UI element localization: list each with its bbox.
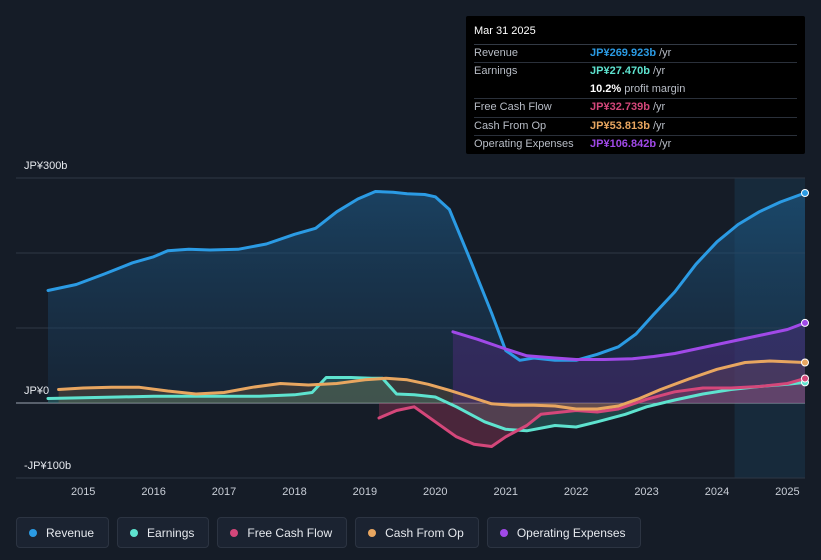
tooltip-label: Operating Expenses <box>474 137 574 150</box>
tooltip-unit: /yr <box>652 101 666 114</box>
tooltip-unit: profit margin <box>624 82 686 95</box>
legend-earnings[interactable]: Earnings <box>117 517 210 548</box>
tooltip-label: Cash From Op <box>474 119 547 132</box>
legend-dot-icon <box>368 528 377 537</box>
cash-from-op-end-point <box>801 358 809 367</box>
legend-dot-icon <box>499 528 508 537</box>
legend-label: Free Cash Flow <box>247 525 333 540</box>
tooltip-date: Mar 31 2025 <box>474 24 797 45</box>
earnings-line <box>46 376 807 433</box>
legend-label: Operating Expenses <box>516 525 626 540</box>
cash-from-op-line <box>57 359 807 411</box>
x-tick-label: 2024 <box>705 486 729 498</box>
tooltip-label <box>474 81 590 98</box>
operating-expenses-area <box>452 322 805 403</box>
x-tick-label: 2015 <box>71 486 95 498</box>
tooltip-row-revenue: Revenue JP¥269.923b /yr <box>474 45 797 64</box>
legend-label: Earnings <box>147 525 195 540</box>
x-tick-label: 2016 <box>141 486 165 498</box>
tooltip-label: Earnings <box>474 65 518 78</box>
revenue-area <box>48 191 805 403</box>
legend-revenue[interactable]: Revenue <box>16 517 110 548</box>
legend-dot-icon <box>230 528 239 537</box>
legend-cash-from-op[interactable]: Cash From Op <box>355 517 479 548</box>
chart-legend: Revenue Earnings Free Cash Flow Cash Fro… <box>16 517 641 548</box>
legend-label: Cash From Op <box>385 525 464 540</box>
tooltip-unit: /yr <box>652 119 666 132</box>
tooltip-value: 10.2% <box>590 82 622 95</box>
tooltip-row-earnings: Earnings JP¥27.470b /yr <box>474 63 797 80</box>
legend-dot-icon <box>130 528 139 537</box>
free-cash-flow-line <box>377 377 807 448</box>
tooltip-label: Revenue <box>474 47 519 59</box>
x-tick-label: 2023 <box>634 486 658 498</box>
tooltip-value: JP¥269.923b <box>590 47 657 59</box>
legend-operating-expenses[interactable]: Operating Expenses <box>486 517 641 548</box>
revenue-line <box>46 190 807 362</box>
free-cash-flow-end-point <box>801 374 809 383</box>
legend-dot-icon <box>29 528 37 537</box>
tooltip-row-margin: 10.2% profit margin <box>474 81 797 100</box>
tooltip-row-fcf: Free Cash Flow JP¥32.739b /yr <box>474 99 797 118</box>
tooltip-row-cfo: Cash From Op JP¥53.813b /yr <box>474 118 797 136</box>
tooltip-label: Free Cash Flow <box>474 101 552 114</box>
legend-label: Revenue <box>46 525 95 540</box>
tooltip-value: JP¥32.739b <box>590 101 650 114</box>
tooltip-row-opex: Operating Expenses JP¥106.842b /yr <box>474 136 797 153</box>
x-tick-label: 2019 <box>353 486 377 498</box>
y-label-top: JP¥300b <box>24 160 68 172</box>
x-tick-label: 2021 <box>493 486 517 498</box>
operating-expenses-line <box>451 321 807 361</box>
tooltip-value: JP¥53.813b <box>590 119 650 132</box>
revenue-end-point <box>801 189 809 197</box>
data-tooltip: Mar 31 2025 Revenue JP¥269.923b /yr Earn… <box>466 16 805 154</box>
x-tick-label: 2020 <box>423 486 447 498</box>
legend-free-cash-flow[interactable]: Free Cash Flow <box>217 517 348 548</box>
x-tick-label: 2018 <box>282 486 306 498</box>
tooltip-unit: /yr <box>659 47 672 59</box>
operating-expenses-end-point <box>801 318 809 327</box>
y-label-zero: JP¥0 <box>24 385 50 397</box>
tooltip-unit: /yr <box>652 65 666 78</box>
tooltip-value: JP¥27.470b <box>590 65 650 78</box>
tooltip-value: JP¥106.842b <box>590 137 657 150</box>
x-tick-label: 2022 <box>564 486 588 498</box>
x-tick-label: 2025 <box>775 486 799 498</box>
y-label-bottom: -JP¥100b <box>24 460 72 472</box>
x-tick-label: 2017 <box>212 486 236 498</box>
tooltip-unit: /yr <box>659 137 672 150</box>
